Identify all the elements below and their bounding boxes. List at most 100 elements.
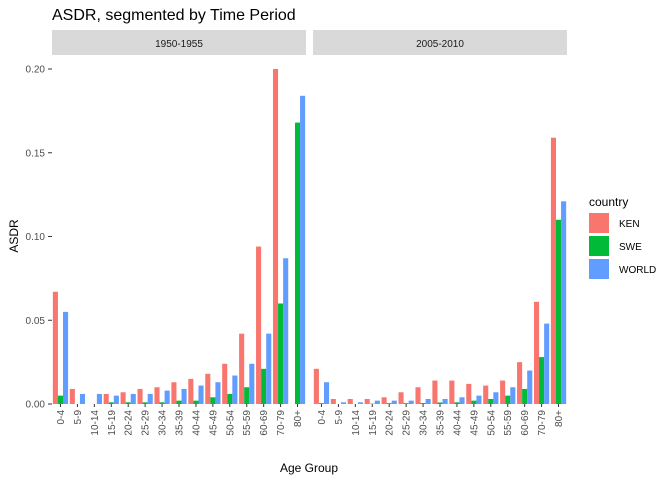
bar-WORLD-55-59 bbox=[249, 363, 255, 404]
bar-KEN-35-39 bbox=[171, 382, 177, 404]
bar-SWE-30-34 bbox=[420, 403, 426, 404]
bar-SWE-0-4 bbox=[57, 395, 64, 405]
bar-SWE-20-24 bbox=[386, 403, 392, 404]
bar-WORLD-25-29 bbox=[147, 393, 153, 404]
bar-SWE-40-44 bbox=[193, 400, 199, 404]
facet-strip-label: 2005-2010 bbox=[416, 39, 464, 50]
bar-WORLD-5-9 bbox=[79, 393, 86, 404]
x-tick-label: 40-44 bbox=[452, 410, 463, 436]
chart-title: ASDR, segmented by Time Period bbox=[52, 7, 296, 24]
bar-KEN-45-49 bbox=[466, 383, 472, 404]
x-tick-label: 25-29 bbox=[141, 410, 152, 436]
bar-WORLD-20-24 bbox=[391, 400, 397, 404]
bar-KEN-0-4 bbox=[52, 291, 58, 404]
bar-SWE-55-59 bbox=[244, 387, 250, 404]
bar-SWE-0-4 bbox=[318, 403, 325, 404]
panel-2005-2010: 2005-2010 0-4 5-9 10-14 15-19 20-24 25-29 30-34… bbox=[313, 30, 567, 436]
bar-WORLD-55-59 bbox=[510, 387, 516, 404]
x-tick-label: 35-39 bbox=[175, 410, 186, 436]
x-tick-label: 15-19 bbox=[368, 410, 379, 436]
bar-WORLD-20-24 bbox=[130, 393, 136, 404]
bar-KEN-25-29 bbox=[398, 392, 404, 404]
bar-KEN-15-19 bbox=[364, 398, 370, 404]
bar-KEN-35-39 bbox=[432, 380, 438, 404]
bar-SWE-20-24 bbox=[125, 402, 131, 404]
bar-KEN-50-54 bbox=[222, 363, 228, 404]
bar-SWE-45-49 bbox=[210, 397, 216, 404]
panel-1950-1955: 1950-1955 0-4 5-9 10-14 15-19 20-24 25-29 30-34… bbox=[52, 30, 306, 436]
bar-KEN-50-54 bbox=[483, 385, 489, 404]
bar-WORLD-35-39 bbox=[181, 388, 187, 404]
facet-strip bbox=[52, 30, 306, 55]
x-tick-label: 15-19 bbox=[107, 410, 118, 436]
bar-WORLD-0-4 bbox=[324, 382, 330, 404]
bar-WORLD-40-44 bbox=[198, 385, 204, 404]
x-tick-label: 55-59 bbox=[242, 410, 253, 436]
bar-SWE-60-69 bbox=[261, 368, 267, 404]
bar-WORLD-30-34 bbox=[164, 390, 170, 404]
x-tick-label: 35-39 bbox=[436, 410, 447, 436]
bar-SWE-70-79 bbox=[539, 357, 545, 404]
y-tick-label: 0.20 bbox=[26, 65, 46, 76]
x-tick-label: 40-44 bbox=[191, 410, 202, 436]
bar-SWE-70-79 bbox=[278, 303, 284, 404]
facet-strip-label: 1950-1955 bbox=[155, 39, 203, 50]
bar-WORLD-50-54 bbox=[232, 375, 238, 404]
bar-KEN-60-69 bbox=[256, 246, 262, 404]
x-tick-label: 10-14 bbox=[90, 410, 101, 436]
bar-WORLD-30-34 bbox=[425, 398, 431, 404]
x-tick-label: 0-4 bbox=[56, 410, 67, 425]
legend-title: country bbox=[589, 195, 628, 209]
bar-SWE-25-29 bbox=[142, 402, 148, 404]
bar-WORLD-70-79 bbox=[544, 323, 550, 404]
bar-KEN-40-44 bbox=[188, 378, 194, 405]
bar-SWE-35-39 bbox=[176, 400, 182, 404]
y-axis: 0.00 0.05 0.10 0.15 0.20 bbox=[26, 65, 52, 411]
bar-SWE-80+ bbox=[555, 219, 562, 404]
bar-WORLD-80+ bbox=[300, 95, 306, 405]
x-tick-label: 0-4 bbox=[317, 410, 328, 425]
x-tick-label: 20-24 bbox=[385, 410, 396, 436]
legend-key-SWE bbox=[589, 236, 609, 256]
x-tick-label: 50-54 bbox=[486, 410, 497, 436]
bar-WORLD-15-19 bbox=[374, 400, 380, 404]
bar-WORLD-80+ bbox=[561, 201, 567, 404]
bar-KEN-20-24 bbox=[120, 392, 126, 404]
bar-KEN-70-79 bbox=[533, 301, 540, 404]
bar-SWE-60-69 bbox=[522, 388, 528, 404]
x-tick-label: 20-24 bbox=[124, 410, 135, 436]
x-tick-label: 5-9 bbox=[334, 410, 345, 425]
legend-label-WORLD: WORLD bbox=[619, 265, 656, 276]
x-tick-label: 50-54 bbox=[225, 410, 236, 436]
bar-KEN-30-34 bbox=[415, 387, 421, 404]
bar-KEN-80+ bbox=[550, 137, 556, 404]
bar-SWE-50-54 bbox=[227, 393, 233, 404]
bar-WORLD-50-54 bbox=[493, 392, 499, 404]
y-tick-label: 0.00 bbox=[26, 400, 46, 411]
x-tick-label: 60-69 bbox=[520, 410, 531, 436]
bar-WORLD-60-69 bbox=[527, 370, 533, 404]
bar-KEN-10-14 bbox=[347, 398, 353, 404]
legend-label-KEN: KEN bbox=[619, 219, 640, 230]
y-tick-label: 0.15 bbox=[26, 148, 46, 159]
x-tick-label: 70-79 bbox=[537, 410, 548, 436]
bar-SWE-30-34 bbox=[159, 402, 165, 404]
bar-KEN-5-9 bbox=[330, 398, 336, 404]
bar-SWE-80+ bbox=[294, 122, 301, 404]
legend: country KEN SWE WORLD bbox=[589, 195, 656, 279]
bar-SWE-55-59 bbox=[505, 395, 511, 405]
bar-KEN-40-44 bbox=[449, 380, 455, 404]
x-tick-label: 25-29 bbox=[402, 410, 413, 436]
bar-SWE-50-54 bbox=[488, 398, 494, 404]
legend-label-SWE: SWE bbox=[619, 242, 642, 253]
facet-strip bbox=[313, 30, 567, 55]
bar-SWE-15-19 bbox=[108, 402, 114, 404]
bar-SWE-25-29 bbox=[403, 403, 409, 404]
x-tick-label: 80+ bbox=[293, 410, 304, 427]
y-tick-label: 0.10 bbox=[26, 232, 46, 243]
bar-WORLD-60-69 bbox=[266, 333, 272, 404]
bar-KEN-30-34 bbox=[154, 387, 160, 404]
bar-WORLD-70-79 bbox=[283, 258, 289, 404]
y-tick-label: 0.05 bbox=[26, 316, 46, 327]
bar-WORLD-45-49 bbox=[215, 382, 221, 404]
